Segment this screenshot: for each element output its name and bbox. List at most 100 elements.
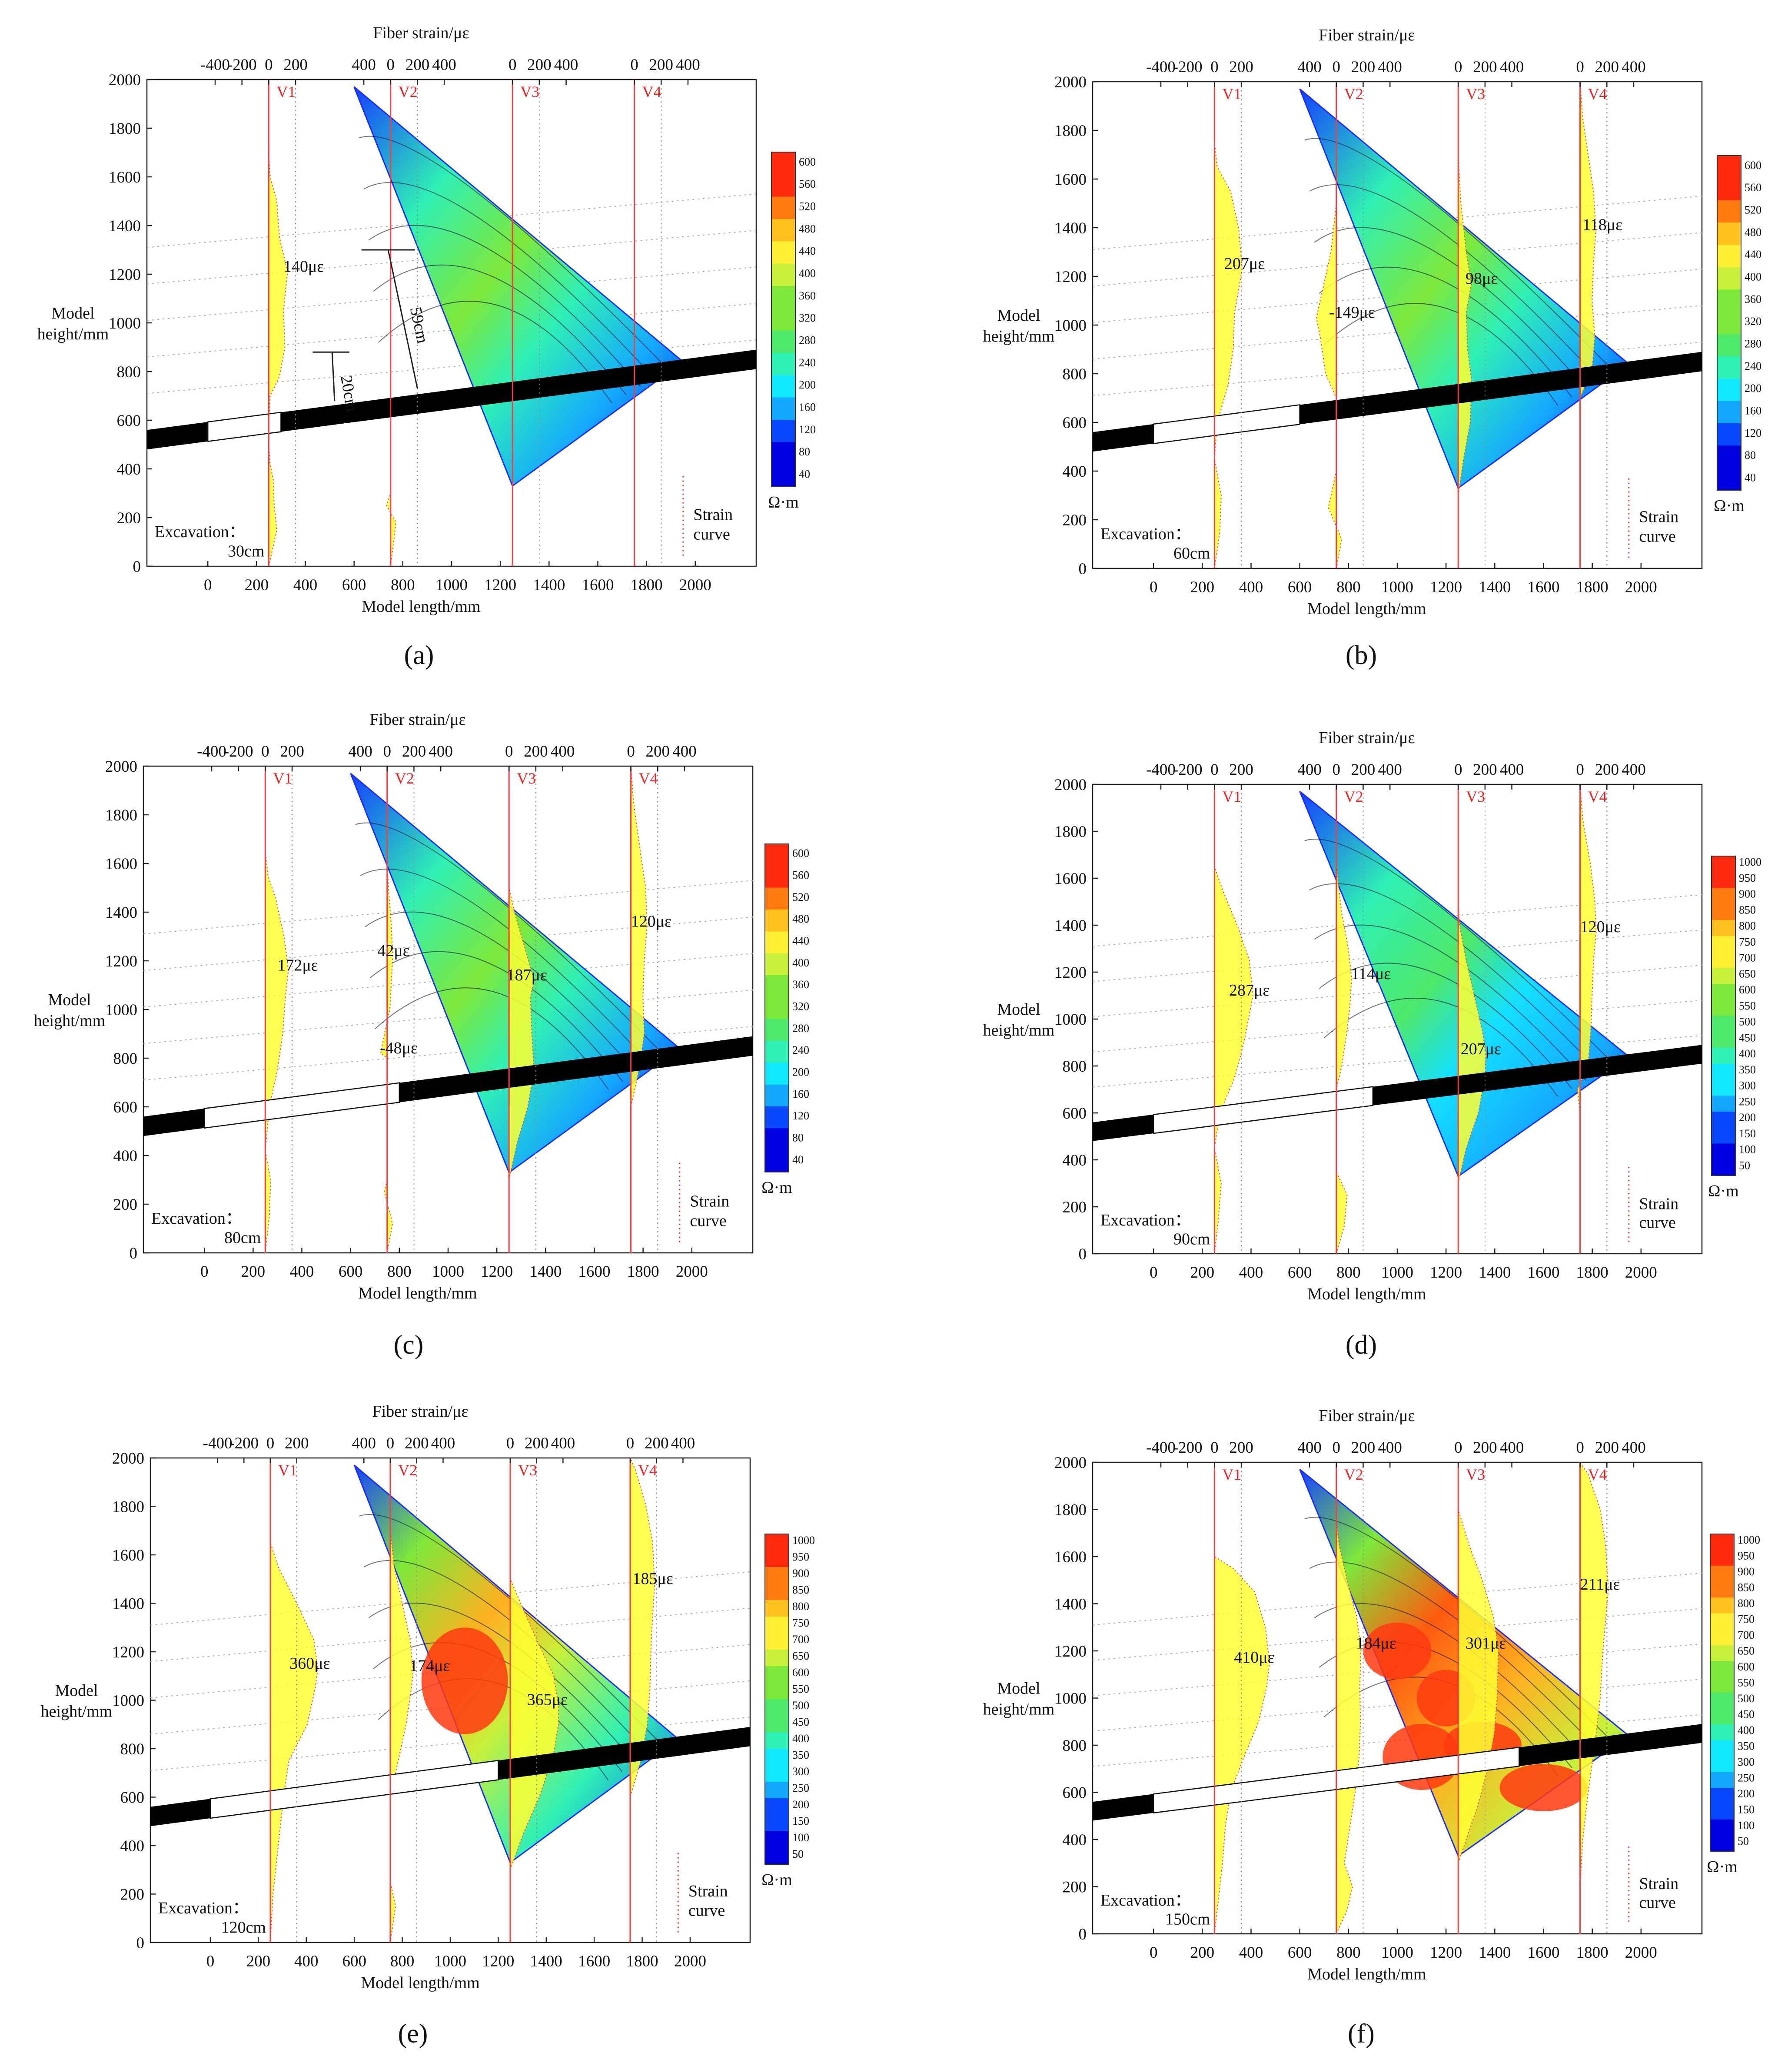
colorbar-swatch bbox=[765, 1019, 789, 1041]
colorbar-swatch bbox=[1710, 1661, 1734, 1677]
strain-tick-label: 200 bbox=[285, 1434, 309, 1452]
colorbar-label: 280 bbox=[799, 334, 816, 346]
y-tick-label: 1600 bbox=[109, 169, 141, 186]
colorbar-swatch bbox=[1717, 289, 1741, 312]
strain-curve-v2 bbox=[380, 766, 393, 1253]
colorbar-swatch bbox=[765, 975, 789, 998]
panel-c: V1 V2 V3 V402004006008001000120014001600180… bbox=[34, 711, 809, 1360]
strain-tick-label: 400 bbox=[1297, 761, 1322, 779]
y-axis-title-1: Model bbox=[51, 304, 94, 322]
legend-strain-label-2: curve bbox=[1639, 527, 1675, 545]
x-tick-label: 1400 bbox=[529, 1263, 562, 1281]
colorbar-label: 450 bbox=[792, 1716, 809, 1728]
contour-line bbox=[1319, 266, 1572, 398]
colorbar-swatch bbox=[1712, 904, 1735, 920]
colorbar-swatch bbox=[765, 1749, 789, 1766]
y-axis-title-2: height/mm bbox=[983, 1700, 1055, 1719]
y-tick-label: 2000 bbox=[105, 758, 137, 776]
colorbar-unit: Ω·m bbox=[1714, 497, 1744, 515]
strain-tick-label: 0 bbox=[1576, 761, 1584, 779]
y-tick-label: 1600 bbox=[105, 855, 137, 873]
y-tick-label: 1200 bbox=[105, 953, 137, 970]
contour-line bbox=[1309, 184, 1601, 381]
peak-annotation: 140με bbox=[283, 257, 324, 276]
contour-line bbox=[1309, 1561, 1601, 1752]
colorbar-label: 160 bbox=[1745, 404, 1761, 417]
colorbar-label: 520 bbox=[799, 200, 816, 213]
colorbar-swatch bbox=[1712, 1096, 1735, 1112]
coal-seam-band bbox=[281, 349, 757, 432]
strain-curve-v2 bbox=[1336, 1462, 1362, 1934]
x-tick-label: 2000 bbox=[1625, 1944, 1657, 1962]
contour-line bbox=[359, 1514, 665, 1748]
peak-annotation: 365με bbox=[527, 1691, 568, 1709]
x-tick-label: 800 bbox=[1336, 1264, 1361, 1282]
panel-caption: (c) bbox=[394, 1330, 424, 1360]
colorbar-swatch bbox=[1710, 1645, 1734, 1661]
x-tick-label: 1400 bbox=[533, 576, 565, 594]
peak-annotation: 360με bbox=[289, 1654, 330, 1673]
peak-annotation: 174με bbox=[409, 1657, 450, 1675]
x-tick-label: 400 bbox=[294, 1952, 319, 1970]
excavation-label: Excavation： bbox=[1100, 525, 1191, 543]
colorbar-label: 520 bbox=[792, 891, 809, 903]
colorbar-label: 950 bbox=[1738, 1549, 1755, 1562]
y-tick-label: 1200 bbox=[1054, 268, 1087, 286]
colorbar-swatch bbox=[1712, 952, 1735, 969]
colorbar-label: 800 bbox=[792, 1600, 809, 1613]
measure-line-label: V4 bbox=[639, 770, 658, 787]
x-tick-label: 800 bbox=[1336, 1944, 1361, 1962]
colorbar-label: 80 bbox=[799, 445, 810, 458]
peak-annotation: -149με bbox=[1329, 303, 1375, 322]
colorbar-swatch bbox=[765, 1798, 789, 1815]
peak-annotation: 410με bbox=[1234, 1648, 1274, 1667]
strain-tick-label: 200 bbox=[646, 743, 670, 760]
colorbar-swatch bbox=[765, 1716, 789, 1733]
top-axis-title: Fiber strain/με bbox=[1319, 26, 1415, 44]
x-tick-label: 1600 bbox=[578, 1952, 610, 1970]
contour-line bbox=[363, 182, 655, 379]
coal-seam-band bbox=[498, 1727, 750, 1780]
y-tick-label: 1600 bbox=[1054, 171, 1087, 189]
colorbar-swatch bbox=[1710, 1803, 1734, 1820]
top-axis-title: Fiber strain/με bbox=[372, 1402, 468, 1421]
colorbar-label: 440 bbox=[1745, 248, 1761, 261]
y-tick-label: 1400 bbox=[1054, 917, 1087, 935]
y-tick-label: 0 bbox=[1079, 1245, 1087, 1263]
y-axis-title-1: Model bbox=[997, 1680, 1040, 1698]
x-tick-label: 2000 bbox=[1625, 1264, 1657, 1282]
coal-seam-band bbox=[1299, 352, 1702, 425]
colorbar-label: 850 bbox=[1739, 903, 1756, 916]
colorbar-swatch bbox=[1717, 423, 1741, 446]
colorbar-swatch bbox=[1712, 1048, 1735, 1064]
colorbar-swatch bbox=[765, 910, 789, 932]
strain-tick-label: 400 bbox=[1500, 761, 1524, 779]
y-tick-label: 800 bbox=[1063, 365, 1087, 383]
y-tick-label: 800 bbox=[1063, 1058, 1087, 1076]
colorbar-label: 850 bbox=[1738, 1581, 1755, 1594]
colorbar-label: 480 bbox=[799, 222, 816, 235]
colorbar-swatch bbox=[1712, 1063, 1735, 1080]
y-tick-label: 1800 bbox=[1054, 122, 1087, 140]
colorbar-swatch bbox=[765, 1765, 789, 1782]
colorbar-swatch bbox=[771, 196, 795, 219]
y-tick-label: 2000 bbox=[1054, 776, 1087, 794]
panel-caption: (a) bbox=[404, 641, 434, 670]
excavation-label: Excavation： bbox=[155, 523, 246, 541]
colorbar-swatch bbox=[1712, 1127, 1735, 1144]
colorbar-swatch bbox=[1710, 1581, 1734, 1598]
colorbar-swatch bbox=[1710, 1693, 1734, 1709]
measure-line-label: V1 bbox=[278, 1461, 297, 1479]
coal-seam-band bbox=[143, 1108, 205, 1136]
excavation-label: Excavation： bbox=[1100, 1891, 1191, 1909]
colorbar-label: 650 bbox=[1739, 967, 1756, 980]
colorbar-swatch bbox=[765, 1815, 789, 1832]
colorbar-swatch bbox=[765, 1666, 789, 1683]
strain-tick-label: 400 bbox=[1297, 1439, 1322, 1457]
coal-seam-band bbox=[1093, 424, 1154, 452]
colorbar-swatch bbox=[1712, 1079, 1735, 1096]
strain-tick-label: 200 bbox=[525, 1434, 549, 1452]
colorbar-label: 750 bbox=[1739, 936, 1756, 948]
x-tick-label: 400 bbox=[1239, 1264, 1263, 1282]
